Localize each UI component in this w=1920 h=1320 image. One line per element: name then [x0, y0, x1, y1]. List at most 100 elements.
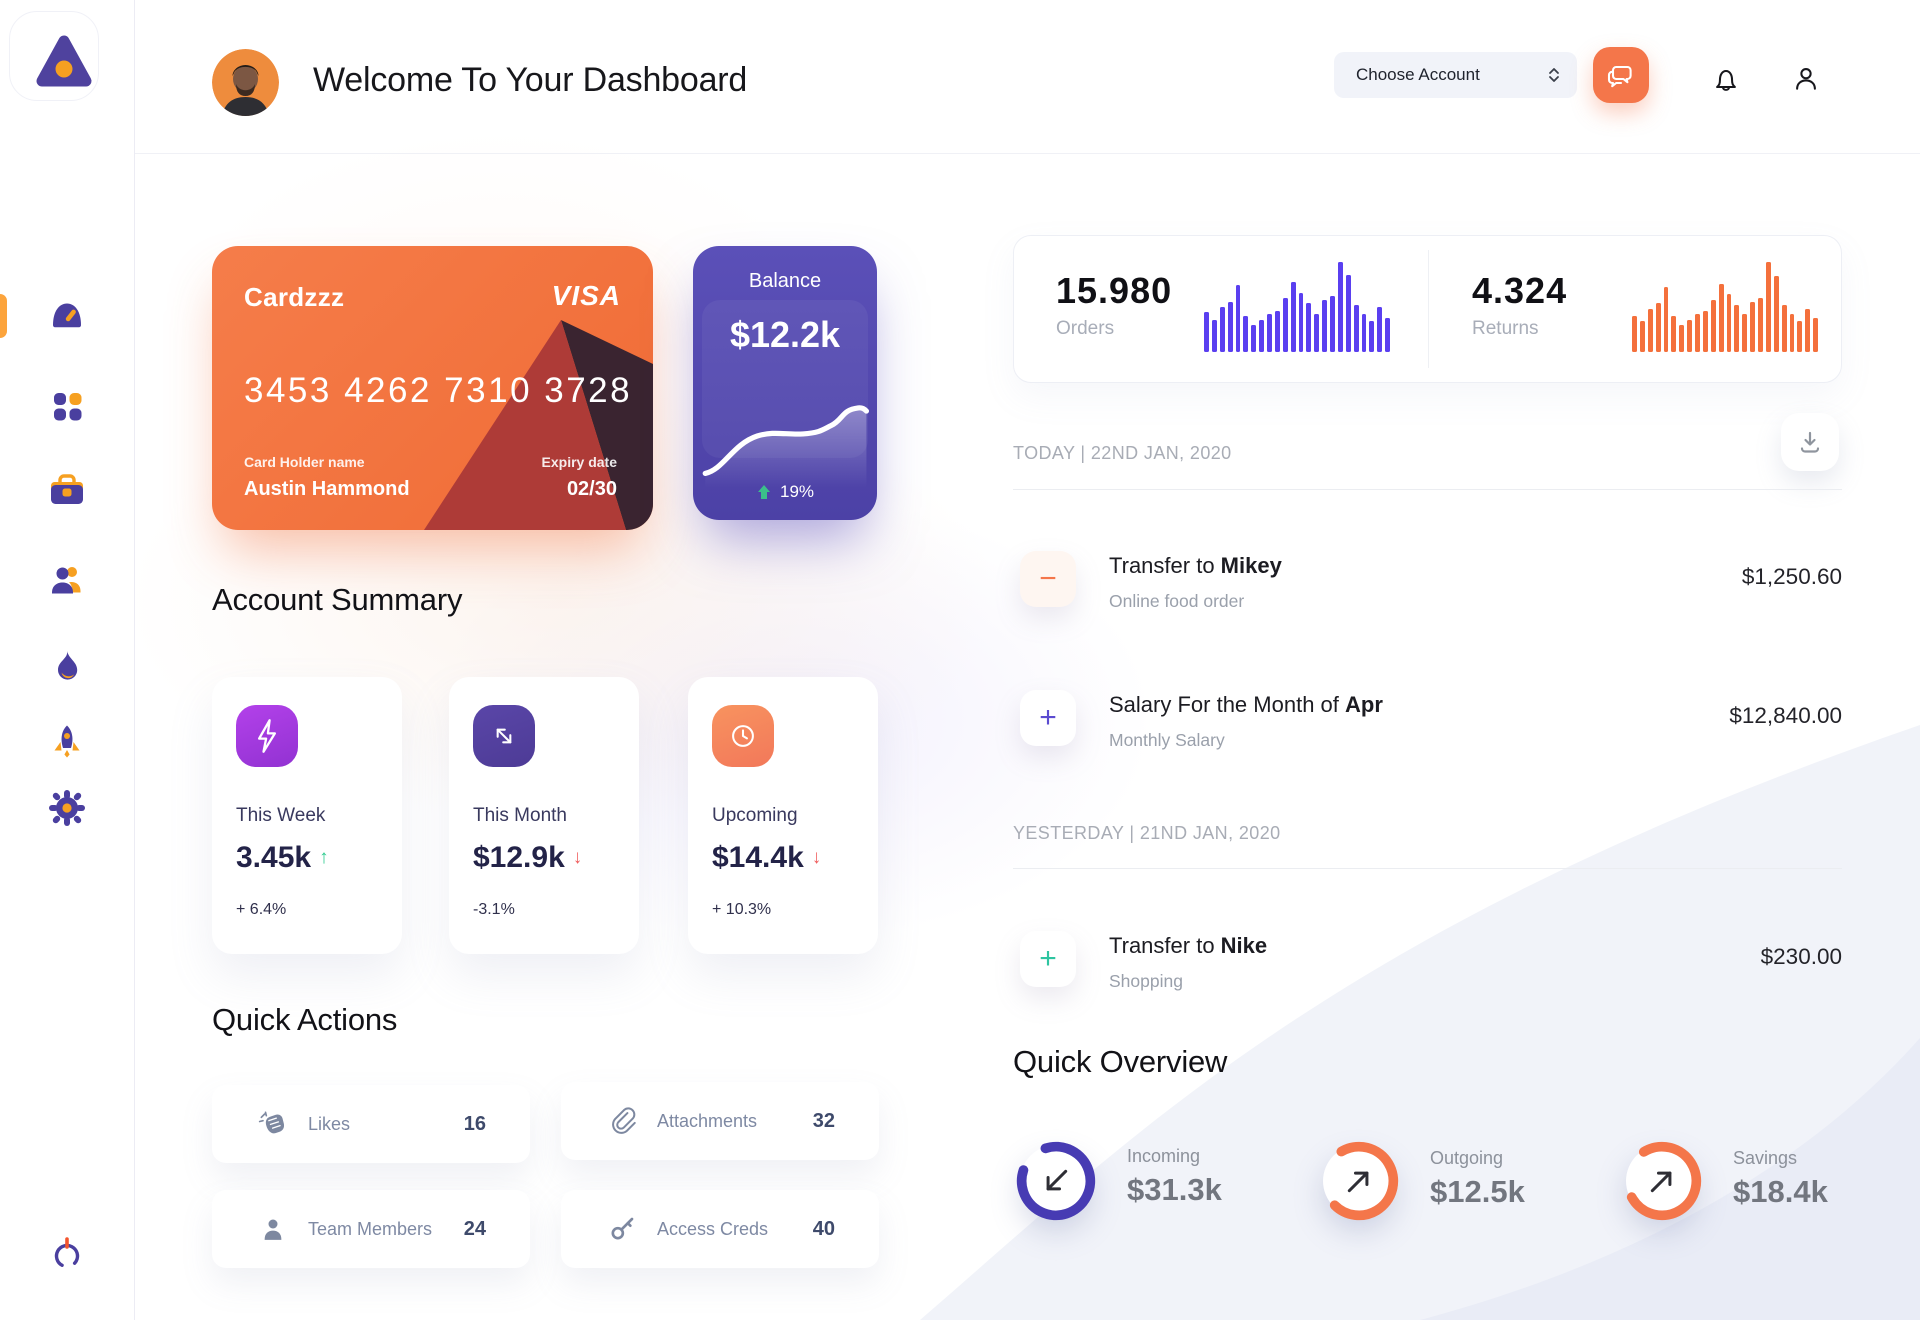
speedometer-icon [53, 303, 81, 328]
rocket-icon [54, 725, 80, 758]
sidebar-item-launch[interactable] [45, 721, 89, 765]
summary-label: This Month [473, 805, 567, 826]
incoming-label: Incoming [1127, 1146, 1201, 1166]
summary-card-this-week[interactable]: This Week 3.45k ↑ + 6.4% [212, 677, 402, 954]
notifications-button[interactable] [1709, 62, 1743, 96]
key-icon [611, 1217, 634, 1240]
logout-button[interactable] [45, 1232, 89, 1276]
active-nav-indicator [0, 294, 7, 338]
sidebar [0, 0, 135, 1320]
messages-button[interactable] [1593, 47, 1649, 103]
outgoing-donut [1315, 1137, 1403, 1225]
returns-count: 4.324 [1472, 270, 1568, 311]
quick-action-label: Access Creds [657, 1218, 769, 1239]
quick-action-likes[interactable]: Likes 16 [212, 1085, 530, 1163]
summary-icon-wrap [236, 705, 298, 767]
account-summary-title: Account Summary [212, 582, 463, 617]
summary-card-this-month[interactable]: This Month $12.9k ↓ -3.1% [449, 677, 639, 954]
summary-delta: + 10.3% [712, 901, 772, 918]
profile-button[interactable] [1789, 62, 1823, 96]
trend-down-arrow: ↓ [811, 847, 822, 868]
orders-label: Orders [1056, 318, 1115, 339]
transaction-subtitle: Monthly Salary [1109, 730, 1225, 750]
app-logo[interactable] [33, 32, 95, 94]
divider [1013, 489, 1842, 490]
summary-value: $12.9k ↓ [473, 841, 615, 875]
balance-change-value: 19% [779, 482, 815, 501]
incoming-ring-chart [1016, 1141, 1096, 1221]
quick-action-label: Attachments [657, 1110, 758, 1131]
sidebar-item-dashboard[interactable] [45, 294, 89, 338]
stats-divider [1428, 250, 1429, 368]
sidebar-item-team[interactable] [45, 559, 89, 603]
chat-icon [1607, 65, 1632, 88]
quick-actions-title: Quick Actions [212, 1002, 398, 1037]
credit-card[interactable]: Cardzzz VISA 3453 4262 7310 3728 Card Ho… [212, 246, 653, 530]
card-number: 3453 4262 7310 3728 [244, 371, 633, 410]
person-icon [264, 1219, 282, 1240]
stats-panel: 15.980 Orders 4.324 Returns [1013, 235, 1842, 383]
paperclip-icon [612, 1107, 636, 1134]
up-arrow-icon [757, 485, 770, 499]
quick-action-attachments[interactable]: Attachments 32 [561, 1082, 879, 1160]
balance-label: Balance [748, 270, 822, 292]
summary-label: Upcoming [712, 805, 798, 826]
summary-value-text: $12.9k [473, 841, 565, 874]
summary-value: 3.45k ↑ [236, 841, 378, 875]
summary-icon-wrap [473, 705, 535, 767]
today-date-header: TODAY | 22ND JAN, 2020 [1013, 443, 1232, 463]
flame-icon [58, 651, 78, 680]
download-button[interactable] [1781, 413, 1839, 471]
sidebar-item-trending[interactable] [45, 646, 89, 690]
outgoing-ring-chart [1319, 1141, 1399, 1221]
savings-value: $18.4k [1733, 1174, 1828, 1209]
trend-arrows-icon [496, 728, 512, 744]
savings-label: Savings [1733, 1148, 1798, 1168]
returns-label: Returns [1472, 318, 1539, 339]
summary-value-text: $14.4k [712, 841, 804, 874]
summary-icon-wrap [712, 705, 774, 767]
quick-action-access-creds[interactable]: Access Creds 40 [561, 1190, 879, 1268]
transaction-amount: $12,840.00 [1729, 703, 1842, 728]
visa-logo: VISA [551, 280, 621, 311]
clock-icon [732, 725, 754, 747]
summary-card-upcoming[interactable]: Upcoming $14.4k ↓ + 10.3% [688, 677, 878, 954]
quick-overview-title: Quick Overview [1013, 1044, 1228, 1079]
users-icon [52, 567, 81, 594]
summary-delta: + 6.4% [236, 901, 287, 918]
summary-value-text: 3.45k [236, 841, 312, 874]
bell-icon [1716, 69, 1736, 91]
choose-account-select[interactable]: Choose Account [1334, 52, 1577, 98]
incoming-value: $31.3k [1127, 1172, 1222, 1207]
triangle-logo-icon [36, 35, 92, 87]
transaction-title: Salary For the Month of Apr [1109, 692, 1383, 717]
quick-action-label: Likes [308, 1113, 351, 1134]
quick-action-team-members[interactable]: Team Members 24 [212, 1190, 530, 1268]
sidebar-item-apps[interactable] [45, 384, 89, 428]
balance-card[interactable]: Balance $12.2k 19% [693, 246, 877, 520]
transaction-plus-icon: + [1020, 690, 1076, 746]
left-column: Cardzzz VISA 3453 4262 7310 3728 Card Ho… [212, 0, 879, 1320]
user-avatar[interactable] [212, 49, 279, 116]
returns-bar-chart [1632, 262, 1818, 352]
clap-icon [258, 1111, 285, 1134]
outgoing-value: $12.5k [1430, 1174, 1525, 1209]
quick-action-count: 24 [463, 1217, 486, 1240]
yesterday-date-header: YESTERDAY | 21ND JAN, 2020 [1013, 823, 1281, 843]
summary-delta: -3.1% [473, 901, 515, 918]
arrow-up-right-icon [1650, 1171, 1672, 1193]
savings-donut [1618, 1137, 1706, 1225]
transaction-title: Transfer to Mikey [1109, 553, 1282, 578]
download-icon [1800, 431, 1820, 453]
card-holder-name: Austin Hammond [244, 478, 410, 500]
sidebar-item-settings[interactable] [45, 786, 89, 830]
quick-action-label: Team Members [308, 1218, 433, 1239]
divider [1013, 868, 1842, 869]
gear-icon [49, 790, 85, 826]
balance-line-chart [702, 405, 870, 488]
right-column: 15.980 Orders 4.324 Returns TODAY | 22ND… [1013, 0, 1842, 1320]
sidebar-item-portfolio[interactable] [45, 470, 89, 514]
trend-up-arrow: ↑ [319, 847, 329, 868]
briefcase-icon [51, 474, 83, 504]
